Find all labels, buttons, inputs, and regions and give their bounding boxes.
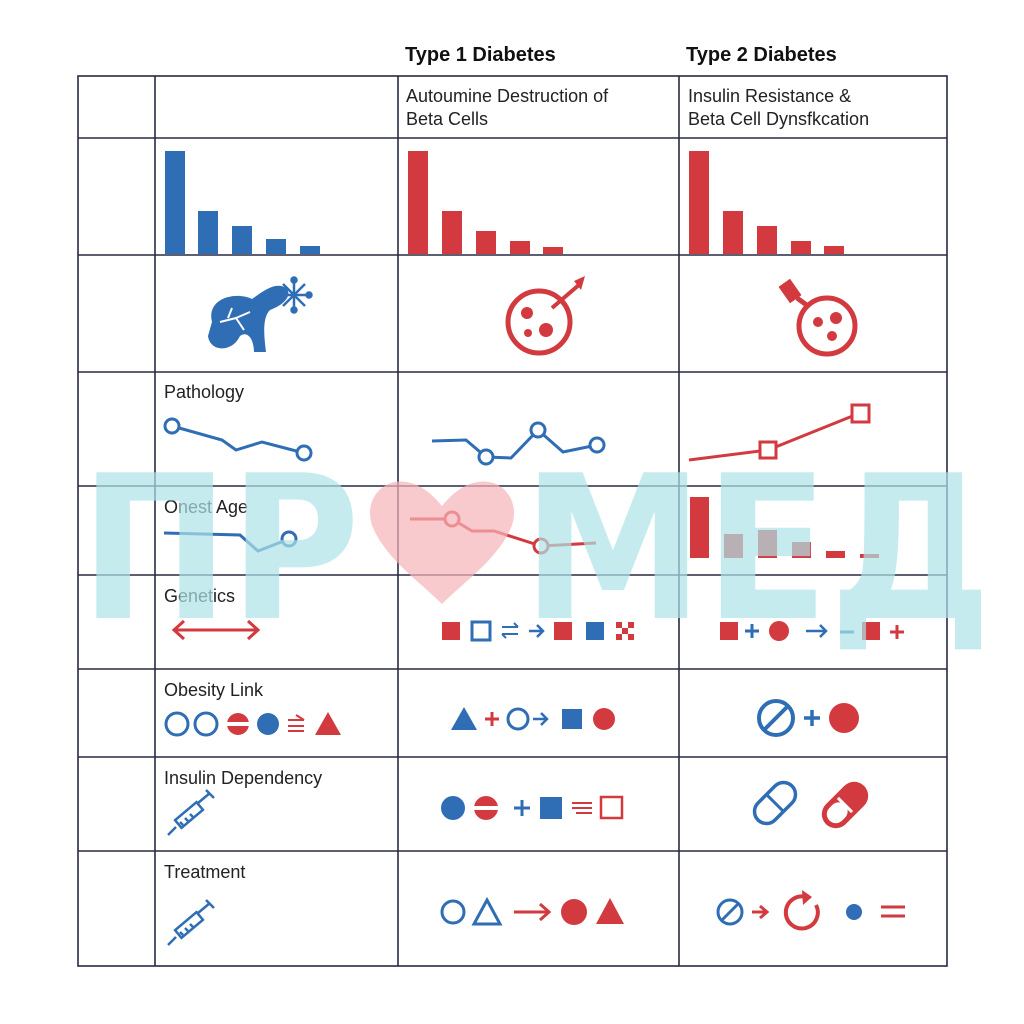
line-pictogram-onset-blue: [163, 530, 298, 553]
line-pictogram-pathology-type1: [431, 421, 606, 466]
row-label-onset-age: Onest Age: [164, 497, 249, 517]
row-label-obesity-link: Obesity Link: [164, 680, 264, 700]
type1-mechanism-line1: Autoumine Destruction of: [406, 86, 609, 106]
treatment-symbols-type1: [440, 896, 624, 926]
bar-pictogram-red-type1: [408, 151, 563, 254]
capsule-icon: [752, 780, 869, 829]
double-arrow-icon: [171, 619, 261, 641]
cell-arrow-icon: [505, 276, 585, 356]
row-label-insulin-dependency: Insulin Dependency: [164, 768, 323, 788]
bar-pictogram-onset-type2: [690, 497, 879, 558]
pancreas-icon: [208, 285, 289, 352]
column-header-type1: Type 1 Diabetes: [405, 44, 556, 66]
row-label-genetics: Genetics: [164, 586, 236, 606]
line-pictogram-onset-type1: [410, 510, 597, 555]
line-pictogram-pathology-blue: [163, 417, 313, 462]
insulin-symbols-type1: [441, 795, 624, 820]
snowflake-icon: [275, 276, 313, 314]
obesity-symbols-type2: [757, 699, 859, 737]
obesity-symbols-type1: [451, 707, 615, 731]
row-label-pathology: Pathology: [164, 382, 245, 402]
obesity-symbols-blue: [164, 711, 341, 737]
treatment-symbols-type2: [716, 890, 905, 931]
row-label-treatment: Treatment: [164, 862, 246, 882]
type2-mechanism-line2: Beta Cell Dynsfkcation: [688, 109, 870, 129]
genetics-symbols-type1: [442, 620, 634, 642]
column-header-type2: Type 2 Diabetes: [686, 44, 837, 66]
syringe-icon: [167, 789, 215, 836]
syringe-icon-treatment: [167, 899, 215, 946]
type2-mechanism-line1: Insulin Resistance &: [688, 86, 852, 106]
bar-pictogram-red-type2: [689, 151, 844, 254]
cell-plug-icon: [778, 278, 858, 357]
bar-pictogram-blue: [165, 151, 320, 254]
line-pictogram-pathology-type2: [688, 403, 871, 462]
genetics-symbols-type2: [720, 621, 904, 641]
type1-mechanism-line2: Beta Cells: [406, 109, 489, 129]
